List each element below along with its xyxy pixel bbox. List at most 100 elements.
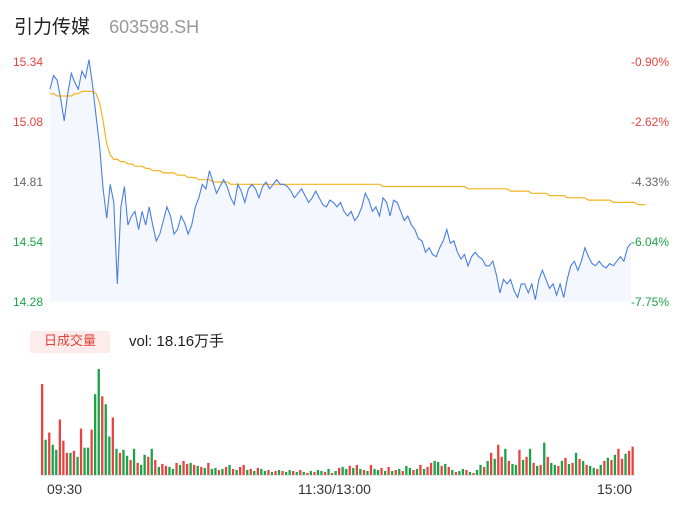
volume-bar (631, 446, 634, 475)
volume-bar (175, 462, 178, 475)
volume-bar (429, 462, 433, 475)
volume-bar (518, 449, 521, 475)
volume-bar (507, 460, 510, 475)
volume-bar (104, 404, 107, 475)
volume-bar (458, 471, 461, 475)
volume-bar (546, 456, 549, 475)
volume-bar (253, 471, 256, 475)
volume-bar (454, 472, 457, 475)
volume-bar (384, 471, 387, 475)
stock-code: 603598.SH (109, 17, 200, 37)
volume-bar (136, 462, 139, 475)
volume-bar (348, 465, 351, 475)
y-tick-right: -2.62% (631, 115, 669, 129)
volume-bar (405, 465, 408, 475)
volume-bar (461, 468, 465, 475)
volume-bar (627, 450, 631, 475)
volume-bar (115, 448, 118, 475)
volume-bar (539, 464, 542, 475)
volume-bar (557, 465, 560, 475)
volume-bar (610, 459, 613, 475)
volume-bar (224, 466, 228, 475)
volume-bar (263, 471, 267, 475)
volume-bar (412, 470, 415, 475)
volume-bar (72, 450, 76, 475)
volume-bar (592, 467, 595, 475)
volume-bar (437, 461, 440, 475)
volume-bar (140, 464, 143, 475)
stock-header: 引力传媒 603598.SH (14, 12, 199, 40)
volume-bar (362, 470, 366, 475)
volume-bar (132, 448, 136, 475)
volume-bar (617, 448, 620, 475)
volume-bar (589, 465, 592, 475)
volume-bar (267, 470, 270, 475)
y-tick-left: 15.34 (13, 55, 43, 69)
volume-bar (451, 470, 454, 475)
volume-bar (475, 470, 479, 475)
volume-bar (76, 456, 79, 475)
volume-bar (486, 460, 489, 475)
volume-bar (323, 472, 327, 475)
volume-bar (51, 444, 54, 475)
volume-bar (189, 462, 192, 475)
volume-bar (564, 457, 567, 475)
volume-bar (214, 467, 217, 475)
volume-bar (465, 470, 468, 475)
volume-bar (596, 468, 599, 475)
volume-bar (111, 417, 114, 475)
volume-bar (359, 468, 362, 475)
volume-bar (171, 468, 175, 475)
y-tick-left: 15.08 (13, 115, 43, 129)
volume-bar (90, 429, 93, 475)
volume-tab-label[interactable]: 日成交量 (30, 331, 110, 353)
volume-bar (511, 463, 514, 475)
volume-bar (408, 467, 411, 475)
volume-bar (415, 468, 419, 475)
y-tick-left: 14.28 (13, 295, 43, 309)
volume-bar (178, 464, 182, 475)
volume-bar (285, 472, 288, 475)
volume-bar (401, 471, 404, 475)
volume-bar (500, 456, 503, 475)
volume-bar (334, 471, 337, 475)
volume-bar (154, 459, 157, 475)
volume-bar (327, 468, 330, 475)
volume-bar (398, 468, 401, 475)
volume-bar (94, 394, 97, 475)
volume-bar (79, 428, 83, 475)
volume-bar (270, 472, 274, 475)
volume-bar (69, 452, 72, 475)
volume-bar (373, 468, 376, 475)
volume-bar (553, 464, 556, 475)
volume-bar (560, 460, 564, 475)
volume-bar (380, 467, 383, 475)
volume-bar (277, 470, 281, 475)
volume-bar (419, 464, 422, 475)
volume-bar (200, 466, 203, 475)
volume-bar (585, 464, 588, 475)
volume-bar (256, 467, 259, 475)
volume-bar (532, 462, 535, 475)
volume-bar (196, 465, 199, 475)
y-tick-right: -7.75% (631, 295, 669, 309)
avg-price-line (50, 90, 646, 206)
volume-bar (239, 466, 242, 475)
volume-bar (422, 468, 426, 475)
volume-bar (472, 473, 475, 475)
volume-bar (97, 369, 100, 475)
y-tick-left: 14.81 (13, 175, 43, 189)
volume-bar (369, 464, 373, 475)
volume-bar (125, 455, 129, 475)
volume-bar (578, 458, 581, 475)
volume-bar (306, 473, 309, 475)
volume-bar (550, 462, 553, 475)
volume-bar (366, 471, 369, 475)
volume-bar (387, 466, 390, 475)
volume-bar (235, 470, 238, 475)
volume-bar (295, 472, 298, 475)
volume-bar (217, 470, 221, 475)
volume-bar (574, 452, 578, 475)
volume-bar (41, 384, 44, 475)
